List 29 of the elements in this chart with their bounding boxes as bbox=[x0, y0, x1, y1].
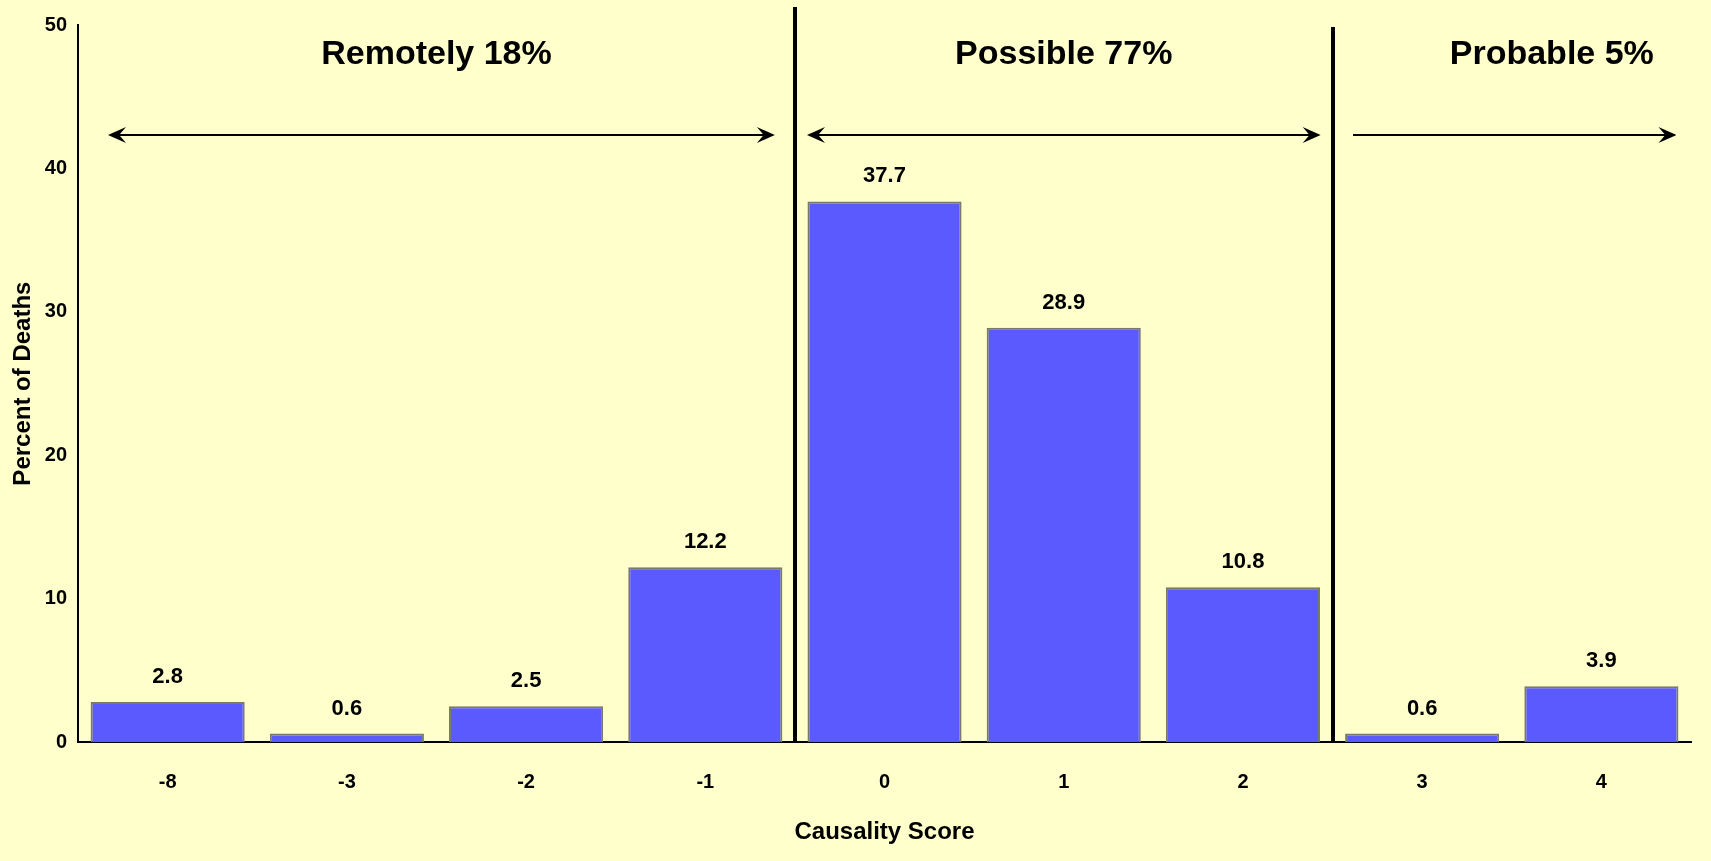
x-tick-label: 2 bbox=[1237, 769, 1249, 792]
data-label: 12.2 bbox=[683, 528, 727, 554]
data-label: 2.5 bbox=[510, 667, 542, 693]
x-tick-label: -2 bbox=[517, 769, 535, 792]
annotation: Remotely 18% bbox=[321, 33, 552, 72]
annotation: Probable 5% bbox=[1449, 33, 1654, 72]
x-tick-label: 3 bbox=[1416, 769, 1428, 792]
y-tick-label: 10 bbox=[44, 586, 68, 609]
data-label: 0.6 bbox=[331, 694, 363, 720]
data-label: 37.7 bbox=[863, 162, 906, 188]
x-tick-label: -8 bbox=[158, 769, 177, 792]
data-label: 3.9 bbox=[1586, 647, 1617, 673]
x-tick-label: 4 bbox=[1595, 769, 1608, 792]
y-tick-label: 50 bbox=[44, 12, 68, 35]
data-label: 0.6 bbox=[1406, 694, 1438, 720]
x-axis-title: Causality Score bbox=[794, 817, 975, 845]
data-label: 28.9 bbox=[1042, 288, 1086, 314]
x-tick-label: -1 bbox=[696, 769, 715, 792]
x-tick-label: 1 bbox=[1058, 769, 1070, 792]
y-tick-label: 40 bbox=[44, 155, 68, 178]
y-tick-label: 30 bbox=[44, 299, 68, 322]
x-tick-label: -3 bbox=[337, 769, 356, 792]
annotation: Possible 77% bbox=[955, 33, 1173, 72]
y-axis-title: Percent of Deaths bbox=[8, 281, 36, 486]
data-label: 10.8 bbox=[1221, 548, 1265, 574]
y-tick-label: 20 bbox=[44, 442, 68, 465]
y-tick-label: 0 bbox=[55, 729, 68, 752]
data-label: 2.8 bbox=[152, 663, 183, 689]
x-tick-label: 0 bbox=[878, 769, 891, 792]
